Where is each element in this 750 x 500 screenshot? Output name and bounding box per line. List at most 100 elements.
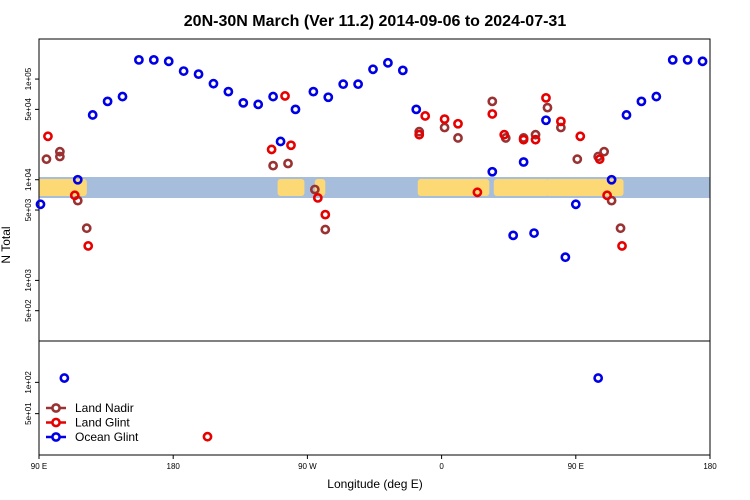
point-land-glint	[83, 241, 94, 251]
point-ocean-glint	[268, 91, 279, 102]
x-tick-label: 180	[167, 462, 181, 471]
legend-item-ocean-glint: Ocean Glint	[46, 430, 139, 444]
point-ocean-glint	[59, 373, 70, 383]
series-land-glint	[43, 91, 627, 442]
legend-item-land-glint: Land Glint	[46, 416, 130, 430]
axis-ticks: 90 E 180 90 W 0 90 E 180 1e+05 5e+04 1e+04 5e+03 1…	[24, 67, 717, 471]
point-ocean-glint	[636, 96, 647, 107]
point-land-glint	[320, 209, 331, 220]
point-land-glint	[420, 111, 431, 121]
point-land-glint	[594, 154, 605, 165]
legend-label: Land Glint	[75, 416, 130, 430]
y-tick-label: 5e+01	[24, 402, 33, 425]
point-land-glint	[69, 190, 80, 201]
point-land-glint	[202, 431, 213, 442]
point-ocean-glint	[238, 97, 249, 108]
y-tick-label: 1e+04	[24, 168, 33, 191]
legend-label: Land Nadir	[75, 401, 134, 415]
point-ocean-glint	[290, 104, 301, 115]
point-ocean-glint	[570, 199, 581, 210]
point-ocean-glint	[682, 54, 693, 65]
point-land-glint	[530, 134, 541, 145]
point-ocean-glint	[508, 230, 519, 241]
point-land-glint	[602, 190, 613, 201]
point-land-nadir	[309, 184, 320, 195]
world-map-band	[39, 177, 710, 198]
point-land-nadir	[268, 160, 279, 171]
point-ocean-glint	[223, 86, 234, 97]
point-land-glint	[487, 109, 498, 119]
point-ocean-glint	[353, 79, 363, 90]
point-ocean-glint	[72, 174, 83, 185]
x-tick-label: 90 W	[298, 462, 317, 471]
map-land	[545, 179, 576, 196]
point-land-nadir	[81, 223, 92, 234]
point-ocean-glint	[518, 157, 529, 167]
point-ocean-glint	[35, 199, 46, 210]
y-axis-label: N Total	[0, 226, 13, 263]
x-axis-label: Longitude (deg E)	[327, 477, 422, 491]
point-land-glint	[555, 116, 566, 127]
point-ocean-glint	[397, 65, 408, 76]
point-land-nadir	[439, 122, 450, 133]
point-ocean-glint	[338, 79, 349, 90]
point-ocean-glint	[193, 69, 204, 80]
axes-frame	[38, 38, 711, 456]
point-ocean-glint	[411, 104, 422, 115]
y-tick-label: 1e+02	[24, 371, 33, 394]
point-ocean-glint	[102, 96, 113, 107]
point-ocean-glint	[178, 66, 189, 76]
legend-marker	[51, 432, 61, 442]
point-ocean-glint	[529, 228, 539, 238]
map-land	[286, 179, 305, 196]
chart-title: 20N-30N March (Ver 11.2) 2014-09-06 to 2…	[184, 13, 567, 30]
point-ocean-glint	[667, 54, 678, 65]
point-land-glint	[541, 92, 551, 103]
map-land	[417, 179, 490, 196]
legend-marker	[51, 403, 61, 413]
y-tick-label: 1e+05	[24, 67, 33, 90]
legend-label: Ocean Glint	[75, 430, 139, 444]
point-land-nadir	[530, 129, 541, 140]
series-land-nadir	[41, 96, 626, 235]
y-tick-label: 1e+03	[24, 269, 33, 292]
point-ocean-glint	[117, 91, 128, 102]
point-land-glint	[414, 129, 425, 140]
x-tick-label: 90 E	[568, 462, 584, 471]
point-ocean-glint	[87, 110, 98, 120]
point-ocean-glint	[208, 78, 219, 89]
point-ocean-glint	[606, 174, 617, 185]
point-ocean-glint	[383, 57, 393, 68]
point-land-glint	[439, 114, 450, 125]
point-land-nadir	[599, 146, 610, 157]
y-tick-label: 5e+02	[24, 299, 33, 322]
point-ocean-glint	[593, 373, 604, 383]
map-land	[575, 179, 624, 196]
point-land-glint	[453, 118, 463, 129]
point-land-nadir	[453, 133, 463, 143]
point-land-glint	[617, 241, 627, 251]
point-land-glint	[472, 187, 483, 198]
x-tick-label: 90 E	[31, 462, 47, 471]
point-ocean-glint	[368, 64, 378, 75]
point-ocean-glint	[697, 56, 708, 67]
point-land-nadir	[283, 158, 293, 169]
point-land-nadir	[54, 151, 65, 162]
map-land	[493, 179, 549, 196]
point-ocean-glint	[323, 92, 334, 103]
point-ocean-glint	[651, 91, 662, 102]
point-land-glint	[575, 131, 586, 142]
legend-marker	[51, 417, 61, 428]
lower-panel-frame	[38, 340, 711, 456]
data-points	[35, 54, 708, 442]
point-ocean-glint	[487, 166, 498, 177]
x-tick-label: 180	[703, 462, 717, 471]
series-ocean-glint	[35, 54, 708, 383]
point-ocean-glint	[308, 86, 319, 97]
y-tick-label: 5e+04	[24, 98, 33, 121]
point-land-nadir	[41, 154, 52, 165]
point-ocean-glint	[560, 252, 571, 263]
point-land-nadir	[615, 223, 626, 234]
